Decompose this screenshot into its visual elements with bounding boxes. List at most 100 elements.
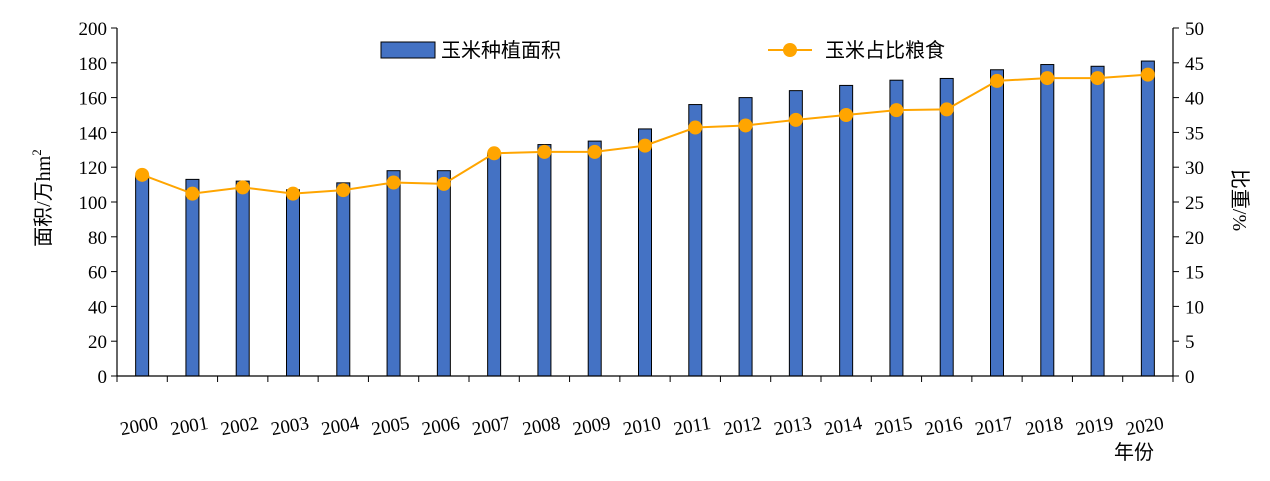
x-tick-label: 2017 xyxy=(974,413,1015,440)
x-tick-label: 2006 xyxy=(420,413,461,440)
line-point-2004 xyxy=(336,183,351,198)
y-tick-label: 100 xyxy=(79,193,108,214)
x-tick-label: 2015 xyxy=(873,413,914,440)
y2-tick-label: 15 xyxy=(1185,263,1204,284)
bar-2006 xyxy=(436,170,451,377)
y2-tick-label: 20 xyxy=(1185,228,1204,249)
line-point-2002 xyxy=(235,180,250,195)
x-tick-label: 2008 xyxy=(521,413,562,440)
y-axis-title: 面积/万hm2 xyxy=(29,149,55,247)
line-point-2010 xyxy=(638,138,652,153)
line-point-2005 xyxy=(386,175,401,190)
bar-2002 xyxy=(235,180,250,377)
bars-layer xyxy=(135,60,1155,377)
x-tick-label: 2016 xyxy=(923,413,964,440)
x-tick-label: 2013 xyxy=(772,413,813,440)
bar-2008 xyxy=(537,144,552,377)
y2-tick-label: 10 xyxy=(1185,297,1204,318)
bar-2001 xyxy=(185,178,200,377)
x-axis-title: 年份 xyxy=(1114,441,1154,464)
y2-tick-label: 40 xyxy=(1185,89,1204,110)
x-tick-label: 2010 xyxy=(622,413,663,440)
x-tick-label: 2019 xyxy=(1074,413,1115,440)
line-point-2011 xyxy=(688,120,703,135)
bar-2010 xyxy=(638,128,652,377)
bar-2005 xyxy=(386,170,401,377)
x-axis-ticks: 2000 2001 2002 2003 2004 2005 2006 2007 2008 2009… xyxy=(119,413,1166,440)
line-point-2012 xyxy=(738,118,753,133)
line-point-2001 xyxy=(185,186,200,201)
y-tick-label: 120 xyxy=(79,158,108,179)
line-point-2017 xyxy=(990,73,1004,88)
y-axis-title-text: 面积/万hm xyxy=(32,155,55,247)
x-tick-label: 2018 xyxy=(1024,413,1065,440)
y-tick-label: 0 xyxy=(98,367,108,388)
y-tick-label: 20 xyxy=(88,332,107,353)
bar-2017 xyxy=(990,69,1004,377)
x-tick-label: 2011 xyxy=(672,413,712,440)
line-point-2000 xyxy=(135,167,150,182)
bar-2000 xyxy=(135,175,150,377)
x-tick-label: 2001 xyxy=(169,413,210,440)
x-tick-label: 2004 xyxy=(320,413,362,440)
bar-2019 xyxy=(1090,65,1105,377)
x-tick-label: 2009 xyxy=(571,413,612,440)
legend: 玉米种植面积 玉米占比粮食 xyxy=(380,39,945,62)
y2-tick-label: 45 xyxy=(1185,54,1204,75)
y-tick-label: 80 xyxy=(88,228,107,249)
right-axis-ticks: 0 5 10 15 20 25 30 35 40 45 50 xyxy=(1173,19,1204,388)
y-tick-label: 180 xyxy=(79,54,108,75)
bar-2012 xyxy=(738,97,753,377)
line-point-2008 xyxy=(537,144,552,159)
x-tick-label: 2007 xyxy=(471,413,512,440)
y-tick-label: 60 xyxy=(88,263,107,284)
line-point-2016 xyxy=(939,102,954,117)
x-tick-label: 2002 xyxy=(219,413,260,440)
y2-tick-label: 50 xyxy=(1185,19,1204,40)
bar-2003 xyxy=(286,189,300,377)
y2-axis-title: 比重/% xyxy=(1228,169,1251,231)
x-tick-label: 2005 xyxy=(370,413,411,440)
line-layer xyxy=(135,67,1155,201)
legend-bar-label: 玉米种植面积 xyxy=(441,39,561,62)
line-point-2015 xyxy=(889,103,904,118)
line-point-2007 xyxy=(487,146,502,161)
x-tick-label: 2003 xyxy=(270,413,311,440)
line-point-2014 xyxy=(839,108,854,122)
line-point-2020 xyxy=(1140,67,1155,82)
line-point-2003 xyxy=(286,186,300,201)
x-tick-label: 2014 xyxy=(823,413,865,440)
y-axis-title-superscript: 2 xyxy=(29,149,44,156)
line-point-2018 xyxy=(1040,71,1055,86)
y-tick-label: 200 xyxy=(79,19,108,40)
left-axis-ticks: 0 20 40 60 80 100 120 140 160 180 200 xyxy=(79,19,117,388)
legend-bar-swatch xyxy=(380,41,436,59)
bar-2009 xyxy=(587,140,602,377)
line-point-2006 xyxy=(436,176,451,191)
bar-2014 xyxy=(839,84,854,377)
bar-2015 xyxy=(889,79,904,377)
line-point-2009 xyxy=(587,144,602,159)
y2-tick-label: 0 xyxy=(1185,367,1195,388)
y2-tick-label: 30 xyxy=(1185,158,1204,179)
y2-tick-label: 35 xyxy=(1185,123,1204,144)
x-tick-label: 2012 xyxy=(722,413,763,440)
bar-2011 xyxy=(688,104,703,377)
y-tick-label: 40 xyxy=(88,297,107,318)
line-point-2019 xyxy=(1090,71,1105,86)
bar-2007 xyxy=(487,152,502,377)
line-point-2013 xyxy=(788,112,803,127)
bar-2018 xyxy=(1040,64,1055,377)
y2-tick-label: 25 xyxy=(1185,193,1204,214)
y2-tick-label: 5 xyxy=(1185,332,1195,353)
bar-2004 xyxy=(336,182,351,377)
legend-line-label: 玉米占比粮食 xyxy=(825,39,945,62)
legend-line-marker xyxy=(783,43,797,57)
x-tick-label: 2020 xyxy=(1124,413,1165,440)
y-tick-label: 140 xyxy=(79,123,108,144)
y-tick-label: 160 xyxy=(79,89,108,110)
x-tick-label: 2000 xyxy=(119,413,160,440)
bar-2013 xyxy=(788,90,803,377)
bar-2016 xyxy=(939,77,954,377)
